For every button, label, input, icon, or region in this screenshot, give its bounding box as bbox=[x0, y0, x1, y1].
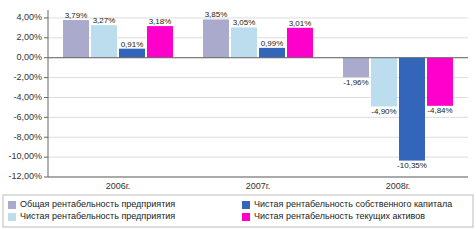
bar bbox=[259, 48, 285, 58]
x-tick-label: 2007г. bbox=[246, 181, 271, 191]
y-tick bbox=[44, 137, 48, 138]
y-tick bbox=[44, 117, 48, 118]
data-label: 0,99% bbox=[261, 39, 284, 48]
legend-swatch bbox=[8, 213, 16, 221]
y-tick bbox=[44, 177, 48, 178]
bar bbox=[371, 58, 397, 107]
y-tick bbox=[44, 57, 48, 58]
legend-frame bbox=[3, 195, 473, 227]
y-tick-label: 4,00% bbox=[16, 12, 42, 22]
bars bbox=[63, 19, 453, 160]
data-label: 3,18% bbox=[149, 17, 172, 26]
x-axis-line bbox=[48, 177, 468, 178]
legend-swatch bbox=[242, 201, 250, 209]
data-label: 3,27% bbox=[93, 16, 116, 25]
y-tick-label: 0,00% bbox=[16, 52, 42, 62]
data-label: -10,35% bbox=[397, 161, 427, 170]
bar bbox=[91, 25, 117, 58]
bar bbox=[427, 58, 453, 106]
bar bbox=[147, 26, 173, 58]
data-label: 3,05% bbox=[233, 18, 256, 27]
data-label: 3,79% bbox=[65, 11, 88, 20]
data-label: 3,85% bbox=[205, 10, 228, 19]
y-axis-line bbox=[48, 10, 49, 177]
y-tick-label: -12,00% bbox=[8, 171, 42, 181]
legend-label: Чистая рентабельность предприятия bbox=[20, 211, 175, 221]
bar bbox=[119, 49, 145, 58]
bar bbox=[343, 58, 369, 77]
chart: 4,00% 2,00% 0,00% -2,00% -4,00% -6,00% -8,00% -… bbox=[0, 0, 476, 229]
bar bbox=[399, 58, 425, 161]
data-label: -4,90% bbox=[371, 107, 396, 116]
zero-line bbox=[48, 57, 468, 58]
legend-swatch bbox=[8, 201, 16, 209]
bar bbox=[63, 20, 89, 58]
y-tick bbox=[44, 37, 48, 38]
y-tick-label: 2,00% bbox=[16, 32, 42, 42]
x-tick-label: 2006г. bbox=[106, 181, 131, 191]
legend-label: Чистая рентабельность собственного капит… bbox=[254, 199, 452, 209]
y-tick-label: -4,00% bbox=[13, 92, 42, 102]
bar bbox=[203, 19, 229, 57]
legend-swatch bbox=[242, 213, 250, 221]
bar bbox=[231, 27, 257, 57]
data-label: -1,96% bbox=[343, 78, 368, 87]
y-tick-label: -2,00% bbox=[13, 72, 42, 82]
grid-line bbox=[48, 57, 468, 58]
y-tick-label: -10,00% bbox=[8, 151, 42, 161]
x-tick-label: 2008г. bbox=[386, 181, 411, 191]
y-tick bbox=[44, 77, 48, 78]
grid-line bbox=[48, 177, 468, 178]
data-label: -4,84% bbox=[427, 106, 452, 115]
y-tick-label: -8,00% bbox=[13, 132, 42, 142]
y-tick bbox=[44, 97, 48, 98]
bar bbox=[287, 28, 313, 58]
data-label: 0,91% bbox=[121, 40, 144, 49]
y-tick bbox=[44, 157, 48, 158]
data-label: 3,01% bbox=[289, 19, 312, 28]
legend-label: Чистая рентабельность текущих активов bbox=[254, 211, 425, 221]
y-tick bbox=[44, 17, 48, 18]
y-tick-label: -6,00% bbox=[13, 112, 42, 122]
legend-label: Общая рентабельность предприятия bbox=[20, 199, 175, 209]
